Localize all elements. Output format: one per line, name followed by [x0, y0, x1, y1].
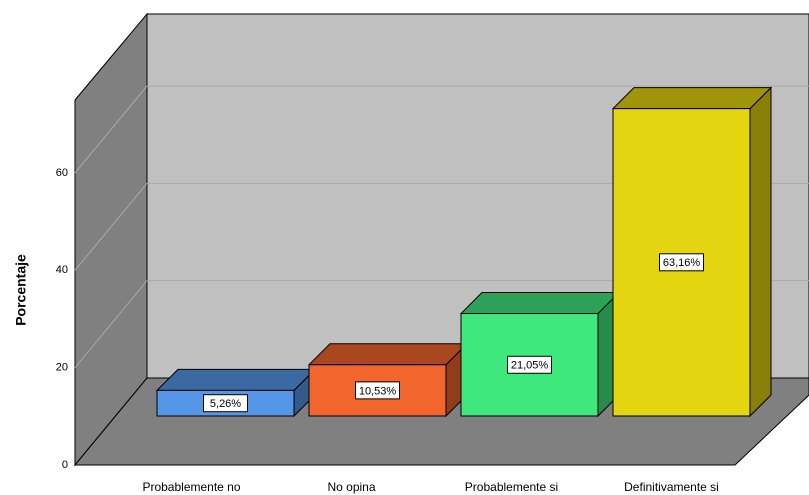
y-tick-label: 20: [56, 362, 68, 374]
grid-line: [74, 85, 148, 174]
value-label-box: [507, 355, 552, 374]
y-axis-label: Porcentaje: [13, 254, 29, 326]
grid-line: [74, 183, 148, 271]
x-tick-label: No opina: [327, 480, 375, 494]
bar-top: [307, 343, 469, 366]
value-label: 21,05%: [511, 360, 549, 372]
bar: [612, 108, 751, 417]
value-label-box: [355, 381, 400, 400]
y-tick-label: 40: [56, 264, 68, 276]
value-label: 10,53%: [359, 385, 397, 397]
x-tick-label: Probablemente no: [142, 480, 240, 494]
value-label: 63,16%: [663, 257, 701, 269]
y-tick-label: 60: [56, 167, 68, 179]
value-label-box: [659, 253, 704, 272]
value-label-box: [203, 394, 248, 413]
y-tick-label: 0: [62, 459, 68, 471]
bar-side: [749, 86, 772, 418]
bar-top: [155, 368, 317, 391]
value-label: 5,26%: [210, 398, 241, 410]
bar-top: [611, 87, 773, 110]
bar-top: [459, 292, 621, 315]
grid-line: [74, 280, 148, 368]
x-tick-label: Probablemente si: [465, 480, 558, 494]
x-tick-label: Definitivamente si: [624, 480, 719, 494]
